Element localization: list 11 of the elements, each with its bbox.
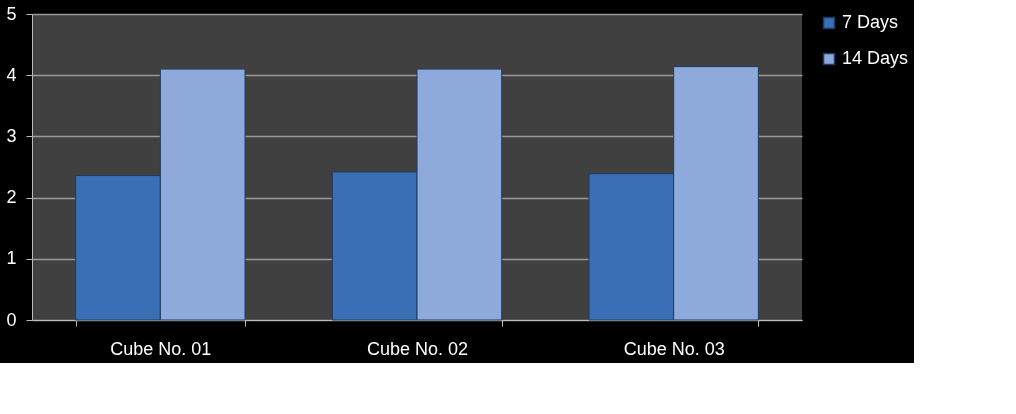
- legend-label: 14 Days: [842, 48, 909, 68]
- x-tick-label: Cube No. 01: [110, 338, 212, 359]
- y-tick-label: 3: [6, 125, 17, 146]
- legend-label: 7 Days: [842, 12, 899, 32]
- x-tick-label: Cube No. 02: [366, 338, 469, 359]
- y-tick-label: 2: [6, 187, 17, 208]
- y-tick-label: 1: [6, 248, 17, 269]
- x-tick-label: Cube No. 03: [623, 338, 725, 359]
- y-tick-label: 5: [6, 3, 17, 24]
- y-tick-label: 0: [6, 309, 17, 330]
- y-tick-label: 4: [6, 64, 17, 85]
